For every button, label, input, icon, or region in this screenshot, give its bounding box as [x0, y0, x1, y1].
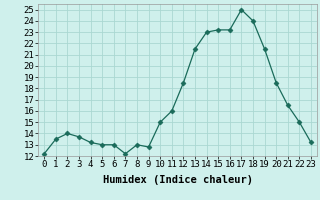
- X-axis label: Humidex (Indice chaleur): Humidex (Indice chaleur): [103, 175, 252, 185]
